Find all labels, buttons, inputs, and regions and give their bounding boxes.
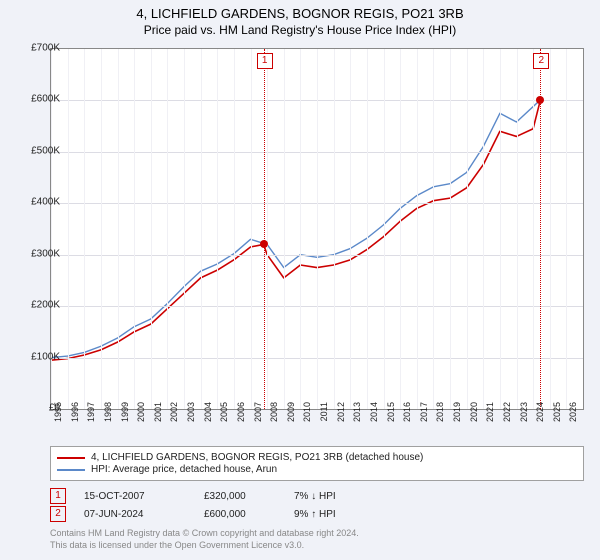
- title-subtitle: Price paid vs. HM Land Registry's House …: [0, 23, 600, 37]
- marker-point: [260, 240, 268, 248]
- x-tick-label: 2017: [419, 402, 429, 430]
- x-tick-label: 2016: [402, 402, 412, 430]
- plot-area: 12: [50, 48, 584, 410]
- y-tick-label: £500K: [16, 145, 60, 156]
- x-tick-label: 2013: [352, 402, 362, 430]
- title-block: 4, LICHFIELD GARDENS, BOGNOR REGIS, PO21…: [0, 0, 600, 41]
- sales-table: 1 15-OCT-2007 £320,000 7% ↓ HPI 2 07-JUN…: [50, 486, 584, 524]
- sale-delta: 7% ↓ HPI: [294, 491, 384, 502]
- arrow-up-icon: ↑: [311, 509, 316, 520]
- footer-attribution: Contains HM Land Registry data © Crown c…: [50, 528, 584, 551]
- x-tick-label: 2020: [469, 402, 479, 430]
- sale-price: £600,000: [204, 509, 294, 520]
- chart-panel: 4, LICHFIELD GARDENS, BOGNOR REGIS, PO21…: [0, 0, 600, 560]
- legend-swatch: [57, 457, 85, 459]
- footer-line: This data is licensed under the Open Gov…: [50, 540, 584, 552]
- y-tick-label: £400K: [16, 197, 60, 208]
- x-tick-label: 2021: [485, 402, 495, 430]
- sale-date: 07-JUN-2024: [84, 509, 204, 520]
- x-tick-label: 2022: [502, 402, 512, 430]
- sale-row: 2 07-JUN-2024 £600,000 9% ↑ HPI: [50, 506, 584, 522]
- marker-badge: 2: [533, 53, 549, 69]
- x-tick-label: 2010: [302, 402, 312, 430]
- x-tick-label: 2003: [186, 402, 196, 430]
- x-tick-label: 2025: [552, 402, 562, 430]
- sale-marker-badge: 2: [50, 506, 66, 522]
- title-address: 4, LICHFIELD GARDENS, BOGNOR REGIS, PO21…: [0, 6, 600, 21]
- y-tick-label: £700K: [16, 43, 60, 54]
- x-tick-label: 2023: [519, 402, 529, 430]
- x-tick-label: 2006: [236, 402, 246, 430]
- x-tick-label: 2024: [535, 402, 545, 430]
- legend: 4, LICHFIELD GARDENS, BOGNOR REGIS, PO21…: [50, 446, 584, 481]
- sale-date: 15-OCT-2007: [84, 491, 204, 502]
- x-tick-label: 2004: [203, 402, 213, 430]
- legend-label: 4, LICHFIELD GARDENS, BOGNOR REGIS, PO21…: [91, 452, 423, 463]
- x-tick-label: 2019: [452, 402, 462, 430]
- x-tick-label: 2014: [369, 402, 379, 430]
- x-tick-label: 2026: [568, 402, 578, 430]
- marker-badge: 1: [257, 53, 273, 69]
- x-tick-label: 1998: [103, 402, 113, 430]
- x-tick-label: 1995: [53, 402, 63, 430]
- y-tick-label: £600K: [16, 94, 60, 105]
- x-tick-label: 2008: [269, 402, 279, 430]
- x-tick-label: 1997: [86, 402, 96, 430]
- marker-point: [536, 96, 544, 104]
- arrow-down-icon: ↓: [311, 491, 316, 502]
- legend-item: 4, LICHFIELD GARDENS, BOGNOR REGIS, PO21…: [57, 452, 577, 463]
- footer-line: Contains HM Land Registry data © Crown c…: [50, 528, 584, 540]
- y-tick-label: £100K: [16, 351, 60, 362]
- x-tick-label: 2012: [336, 402, 346, 430]
- legend-label: HPI: Average price, detached house, Arun: [91, 464, 277, 475]
- x-tick-label: 1996: [70, 402, 80, 430]
- x-tick-label: 2007: [253, 402, 263, 430]
- x-tick-label: 1999: [120, 402, 130, 430]
- x-tick-label: 2002: [169, 402, 179, 430]
- x-tick-label: 2001: [153, 402, 163, 430]
- sale-marker-badge: 1: [50, 488, 66, 504]
- x-tick-label: 2009: [286, 402, 296, 430]
- y-tick-label: £300K: [16, 248, 60, 259]
- legend-item: HPI: Average price, detached house, Arun: [57, 464, 577, 475]
- y-tick-label: £200K: [16, 300, 60, 311]
- x-tick-label: 2000: [136, 402, 146, 430]
- x-tick-label: 2018: [435, 402, 445, 430]
- x-tick-label: 2011: [319, 402, 329, 430]
- sale-price: £320,000: [204, 491, 294, 502]
- x-tick-label: 2015: [386, 402, 396, 430]
- marker-vline: [264, 49, 265, 409]
- sale-row: 1 15-OCT-2007 £320,000 7% ↓ HPI: [50, 488, 584, 504]
- sale-delta: 9% ↑ HPI: [294, 509, 384, 520]
- x-tick-label: 2005: [219, 402, 229, 430]
- legend-swatch: [57, 469, 85, 471]
